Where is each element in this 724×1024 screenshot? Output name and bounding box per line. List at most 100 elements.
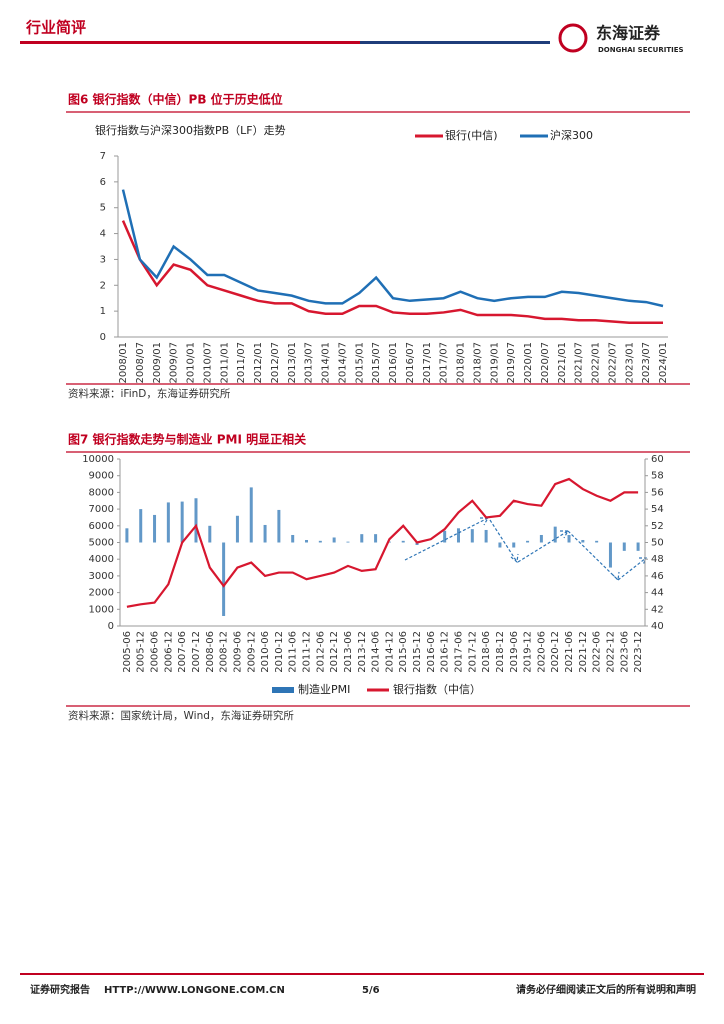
- bar: [608, 542, 612, 568]
- bar: [153, 514, 157, 543]
- x-tick-label: 2014-12: [384, 631, 395, 673]
- x-tick-label: 2015/07: [371, 342, 382, 384]
- x-tick-label: 2022/07: [607, 342, 618, 384]
- bar: [332, 537, 336, 543]
- header-bar-red: [20, 41, 360, 44]
- x-tick-label: 2021-12: [578, 631, 589, 673]
- bar: [194, 498, 198, 543]
- footer-left: 证券研究报告: [30, 983, 90, 996]
- x-tick-label: 2023-06: [619, 631, 630, 673]
- x-tick-label: 2009/07: [169, 342, 180, 384]
- bar: [346, 541, 350, 543]
- x-tick-label: 2021-06: [564, 631, 575, 673]
- y-tick-label: 1000: [89, 604, 114, 615]
- x-tick-label: 2006-06: [150, 631, 161, 673]
- y-tick-label: 3000: [89, 571, 114, 582]
- x-tick-label: 2010-12: [274, 631, 285, 673]
- bar: [166, 502, 170, 543]
- y2-tick-label: 46: [651, 571, 664, 582]
- x-tick-label: 2017/01: [422, 342, 433, 384]
- x-tick-label: 2009-06: [232, 631, 243, 673]
- bar: [235, 515, 239, 543]
- x-tick-label: 2016/07: [405, 342, 416, 384]
- x-tick-label: 2013/07: [304, 342, 315, 384]
- chart-title: 银行指数与沪深300指数PB（LF）走势: [95, 123, 286, 137]
- x-tick-label: 2020-12: [550, 631, 561, 673]
- y-tick-label: 4000: [89, 554, 114, 565]
- y-tick-label: 7000: [89, 504, 114, 515]
- figure-source: 资料来源：iFinD，东海证券研究所: [68, 387, 231, 400]
- bar: [456, 528, 460, 543]
- x-tick-label: 2010/01: [186, 342, 197, 384]
- x-tick-label: 2021/07: [574, 342, 585, 384]
- arrow: [617, 557, 647, 581]
- arrow: [489, 519, 519, 564]
- x-tick-label: 2014/01: [321, 342, 332, 384]
- x-tick-label: 2012-06: [315, 631, 326, 673]
- bar: [139, 509, 143, 543]
- legend-label: 银行指数（中信）: [393, 682, 481, 696]
- y2-tick-label: 54: [651, 504, 664, 515]
- x-tick-label: 2018-12: [495, 631, 506, 673]
- x-tick-label: 2011/07: [236, 342, 247, 384]
- bar: [581, 539, 585, 543]
- x-tick-label: 2019/07: [506, 342, 517, 384]
- x-tick-label: 2015/01: [354, 342, 365, 384]
- y2-tick-label: 58: [651, 471, 664, 482]
- x-tick-label: 2020-06: [536, 631, 547, 673]
- x-tick-label: 2010/07: [202, 342, 213, 384]
- x-tick-label: 2019/01: [489, 342, 500, 384]
- bar: [512, 542, 516, 548]
- legend-label: 制造业PMI: [298, 682, 350, 696]
- x-tick-label: 2022/01: [591, 342, 602, 384]
- bar: [567, 534, 571, 543]
- x-tick-label: 2017-06: [453, 631, 464, 673]
- x-tick-label: 2012/07: [270, 342, 281, 384]
- bar: [622, 542, 626, 551]
- figure-caption: 图7 银行指数走势与制造业 PMI 明显正相关: [68, 432, 306, 447]
- x-tick-label: 2009/01: [152, 342, 163, 384]
- x-tick-label: 2005-12: [136, 631, 147, 673]
- y-tick-label: 0: [100, 332, 106, 343]
- x-tick-label: 2016-06: [426, 631, 437, 673]
- header-bar-blue: [360, 41, 550, 44]
- y-tick-label: 10000: [82, 454, 114, 465]
- y2-tick-label: 50: [651, 538, 664, 549]
- x-tick-label: 2015-06: [398, 631, 409, 673]
- arrow: [517, 530, 570, 563]
- x-tick-label: 2016-12: [440, 631, 451, 673]
- footer-url: HTTP://WWW.LONGONE.COM.CN: [104, 985, 285, 996]
- y2-tick-label: 42: [651, 604, 664, 615]
- bar: [318, 540, 322, 543]
- x-tick-label: 2020/01: [523, 342, 534, 384]
- x-tick-label: 2013-06: [343, 631, 354, 673]
- bar: [263, 524, 267, 543]
- x-tick-label: 2011-12: [302, 631, 313, 673]
- section-title: 行业简评: [25, 19, 86, 37]
- bar: [249, 487, 253, 543]
- x-tick-label: 2010-06: [260, 631, 271, 673]
- y-tick-label: 6: [100, 177, 106, 188]
- logo-mark: [558, 23, 588, 53]
- bar: [498, 542, 502, 548]
- x-tick-label: 2021/01: [557, 342, 568, 384]
- x-tick-label: 2024/01: [658, 342, 669, 384]
- x-tick-label: 2014-06: [371, 631, 382, 673]
- line-series: [121, 189, 664, 308]
- x-tick-label: 2017-12: [467, 631, 478, 673]
- y-tick-label: 9000: [89, 471, 114, 482]
- y-tick-label: 0: [108, 621, 114, 632]
- x-tick-label: 2018/01: [456, 342, 467, 384]
- line-series: [126, 477, 639, 608]
- bar: [360, 534, 364, 543]
- x-tick-label: 2006-12: [163, 631, 174, 673]
- figure-source: 资料来源：国家统计局，Wind，东海证券研究所: [68, 709, 294, 722]
- bar: [208, 525, 212, 543]
- arrow: [404, 517, 490, 561]
- x-tick-label: 2012-12: [329, 631, 340, 673]
- x-tick-label: 2015-12: [412, 631, 423, 673]
- line-series: [121, 220, 663, 325]
- x-tick-label: 2019-12: [523, 631, 534, 673]
- bar: [484, 529, 488, 543]
